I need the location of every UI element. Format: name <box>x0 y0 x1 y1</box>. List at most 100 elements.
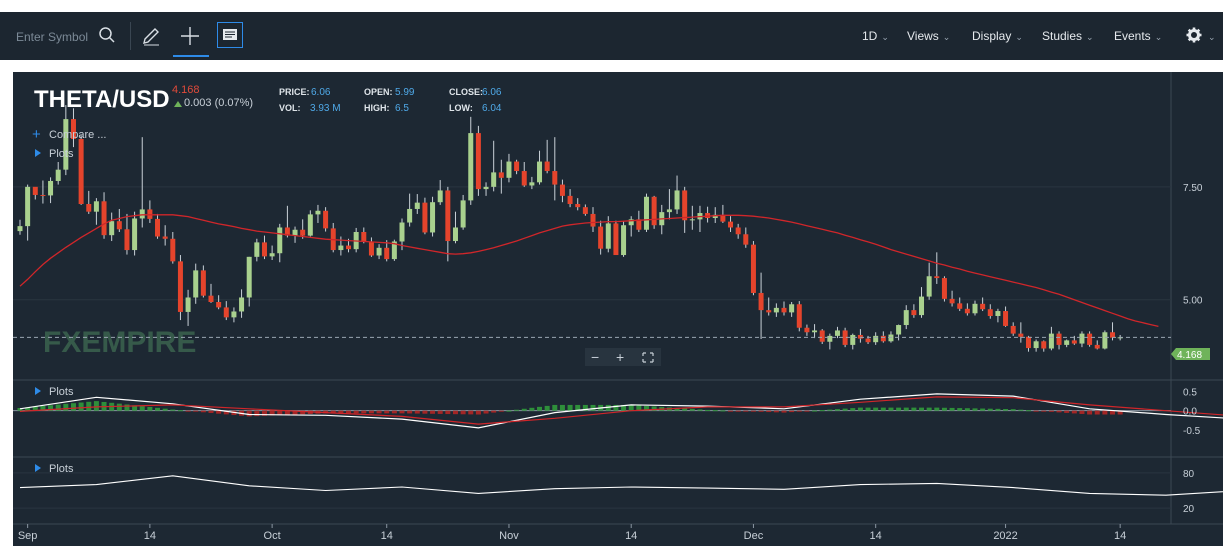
chart-header: THETA/USD 4.168 0.003 (0.07%) PRICE: 6.0… <box>32 84 502 475</box>
expand-plots-icon[interactable] <box>35 464 41 472</box>
watermark: FXEMPIRE <box>43 326 196 359</box>
menu-studies[interactable]: Studies ⌄ <box>1042 29 1094 43</box>
gear-icon[interactable] <box>1186 27 1204 50</box>
candle-body <box>300 229 306 236</box>
candle-body <box>873 335 879 343</box>
candle-body <box>1064 340 1070 345</box>
histogram-bar <box>865 407 871 411</box>
add-icon[interactable]: + <box>32 126 41 143</box>
candle-body <box>208 295 214 302</box>
candle-body <box>170 238 176 262</box>
histogram-bar <box>834 409 840 411</box>
candle-body <box>529 182 535 186</box>
histogram-bar <box>116 403 122 411</box>
pencil-icon[interactable] <box>141 26 161 51</box>
candle-body <box>17 226 23 232</box>
candle-body <box>185 297 191 312</box>
histogram-bar <box>735 410 741 412</box>
zoom-out-button[interactable]: − <box>591 349 599 365</box>
time-tick-label: 14 <box>870 530 882 542</box>
histogram-bar <box>773 410 779 413</box>
candle-body <box>384 247 390 260</box>
candle-body <box>850 334 856 345</box>
candle-body <box>1102 332 1108 349</box>
candle-body <box>376 247 382 256</box>
histogram-bar <box>1048 410 1054 412</box>
menu-views[interactable]: Views ⌄ <box>907 29 951 43</box>
news-icon[interactable] <box>217 22 243 48</box>
candle-body <box>628 219 634 226</box>
candle-body <box>1025 336 1031 349</box>
price-tick-label: 7.50 <box>1183 183 1203 194</box>
candle-body <box>559 184 565 196</box>
histogram-bar <box>766 410 772 413</box>
crosshair-icon[interactable] <box>179 25 201 52</box>
candle-body <box>514 161 520 172</box>
histogram-bar <box>25 407 31 411</box>
histogram-bar <box>903 407 909 411</box>
plots-toggle[interactable]: Plots <box>49 463 74 475</box>
candle-body <box>200 270 206 296</box>
candle-body <box>1018 333 1024 337</box>
macd-tick-label: 0.0 <box>1183 407 1197 418</box>
candle-body <box>315 210 321 215</box>
expand-plots-icon[interactable] <box>35 149 41 157</box>
histogram-bar <box>170 409 176 411</box>
histogram-bar <box>277 410 283 416</box>
candle-body <box>995 311 1001 316</box>
histogram-bar <box>78 402 84 411</box>
histogram-bar <box>575 404 581 411</box>
histogram-bar <box>1010 409 1016 411</box>
candle-body <box>819 330 825 342</box>
fullscreen-icon[interactable] <box>642 352 654 363</box>
candle-body <box>735 227 741 235</box>
histogram-bar <box>957 408 963 411</box>
histogram-bar <box>720 410 726 412</box>
candle-body <box>575 204 581 208</box>
time-tick-label: 14 <box>625 530 637 542</box>
plots-toggle[interactable]: Plots <box>49 148 74 160</box>
candle-body <box>666 209 672 213</box>
candle-body <box>674 190 680 210</box>
candle-body <box>1071 340 1077 344</box>
chart-area[interactable]: FXEMPIRE 5.00 7.50 0.5 0.0 -0.5 80 20 Sep 14 Oct… <box>13 72 1223 546</box>
histogram-bar <box>582 404 588 411</box>
candle-body <box>70 119 76 139</box>
price-label: PRICE: <box>279 87 310 97</box>
expand-plots-icon[interactable] <box>35 387 41 395</box>
menu-display[interactable]: Display ⌄ <box>972 29 1023 43</box>
histogram-bar <box>330 410 336 414</box>
search-icon[interactable] <box>98 26 116 49</box>
plots-toggle[interactable]: Plots <box>49 386 74 398</box>
chart-background <box>13 72 1223 546</box>
price-change: 0.003 (0.07%) <box>184 97 253 109</box>
candle-body <box>605 223 611 249</box>
candle-body <box>804 327 810 333</box>
oscillator-line <box>19 475 1223 496</box>
menu-interval[interactable]: 1D ⌄ <box>862 29 889 43</box>
candle-body <box>972 303 978 314</box>
symbol-search-input[interactable] <box>14 26 114 48</box>
candle-body <box>368 241 374 256</box>
histogram-bar <box>261 410 267 416</box>
chevron-down-icon[interactable]: ⌄ <box>1208 32 1216 42</box>
histogram-bar <box>636 405 642 411</box>
candle-body <box>812 330 818 333</box>
candle-body <box>903 310 909 326</box>
time-tick-label: Nov <box>499 530 519 542</box>
histogram-bar <box>857 407 863 411</box>
candle-body <box>261 242 267 257</box>
compare-link[interactable]: Compare ... <box>49 129 106 141</box>
menu-events[interactable]: Events ⌄ <box>1114 29 1163 43</box>
histogram-bar <box>1064 410 1070 413</box>
candle-body <box>834 330 840 336</box>
candle-body <box>1010 325 1016 334</box>
candle-body <box>124 229 130 251</box>
zoom-in-button[interactable]: + <box>616 349 624 365</box>
histogram-bar <box>269 410 275 416</box>
candle-body <box>934 276 940 279</box>
candle-body <box>155 218 161 237</box>
histogram-bar <box>1079 410 1085 414</box>
candle-body <box>720 214 726 222</box>
candle-body <box>1048 333 1054 349</box>
